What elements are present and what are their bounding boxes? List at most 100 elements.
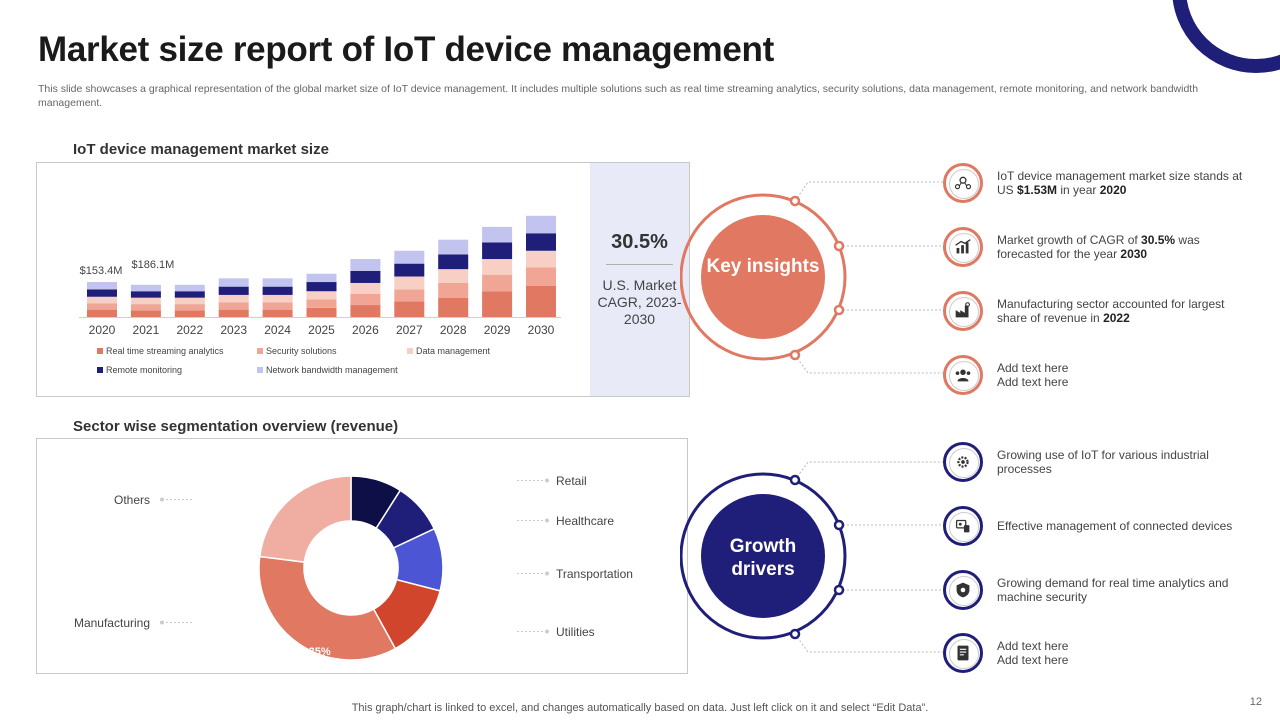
- bar-2022-series-1: [174, 304, 205, 311]
- bar-2022-series-2: [174, 297, 205, 305]
- x-tick-label: 2029: [484, 323, 511, 337]
- donut-category-label: Healthcare: [556, 514, 614, 528]
- growth-drivers-connectors: [794, 461, 944, 653]
- bar-2026-series-4: [350, 259, 381, 271]
- x-tick-label: 2021: [133, 323, 160, 337]
- bar-2024-series-4: [262, 278, 293, 287]
- legend-label: Remote monitoring: [106, 365, 182, 375]
- bar-2021-series-4: [130, 284, 161, 292]
- factory-icon: [955, 302, 970, 318]
- bar-2021-series-0: [130, 310, 161, 317]
- key-insight-text-1-part: in year: [1057, 183, 1100, 197]
- legend-label: Real time streaming analytics: [106, 346, 224, 356]
- bar-2029-series-4: [482, 226, 513, 243]
- bar-2026-series-1: [350, 294, 381, 306]
- page-description: This slide showcases a graphical represe…: [38, 83, 1199, 109]
- bar-2028-series-4: [438, 239, 469, 255]
- bar-2023-series-4: [218, 278, 249, 287]
- market-size-icon: [954, 176, 972, 190]
- x-tick-label: 2030: [528, 323, 555, 337]
- key-insight-badge-1: [943, 163, 983, 203]
- page-title: Market size report of IoT device managem…: [38, 30, 774, 69]
- bar-2030-series-2: [526, 250, 556, 268]
- key-insights-ring: [680, 193, 847, 361]
- data-label: $186.1M: [131, 259, 174, 271]
- bar-2024-series-2: [262, 294, 293, 303]
- cagr-divider: [606, 264, 673, 265]
- donut-category-label: Utilities: [556, 625, 595, 639]
- donut-chart: 35% Retail Healthcare Transportation Utiliti…: [74, 474, 633, 661]
- bar-2022-series-4: [174, 284, 205, 292]
- key-insight-text-2: Market growth of CAGR of 30.5% was forec…: [997, 233, 1257, 261]
- bar-2030-series-3: [526, 233, 556, 251]
- bar-chart: 2020 $153.4M 2021 $186.1M 2022 2023 2024 2025 20…: [79, 215, 561, 375]
- label-dot: [160, 620, 164, 625]
- label-dot: [160, 497, 164, 502]
- bar-2022-series-3: [174, 291, 205, 298]
- donut-category-label: Manufacturing: [74, 616, 150, 630]
- cagr-label: U.S. Market CAGR, 2023-2030: [597, 277, 682, 327]
- bar-2026-series-3: [350, 271, 381, 283]
- bar-2023-series-2: [218, 294, 249, 303]
- donut-data-label: 35%: [309, 646, 331, 658]
- team-icon: [955, 369, 971, 382]
- key-insight-text-1: IoT device management market size stands…: [997, 169, 1257, 197]
- growth-driver-text-3-part: Growing demand for real time analytics a…: [997, 576, 1229, 604]
- growth-driver-text-2-part: Effective management of connected device…: [997, 519, 1233, 533]
- donut-slice-others: [258, 475, 352, 563]
- key-insight-text-1-part: IoT device management market size stands…: [997, 169, 1243, 197]
- x-tick-label: 2028: [440, 323, 467, 337]
- legend-label: Security solutions: [266, 346, 337, 356]
- donut-category-label: Retail: [556, 474, 587, 488]
- growth-driver-badge-2: [943, 506, 983, 546]
- bar-2030-series-1: [526, 267, 556, 286]
- bar-2021-series-3: [130, 291, 161, 298]
- key-insight-text-4-part: Add text here Add text here: [997, 361, 1069, 389]
- bar-2025-series-0: [306, 307, 337, 317]
- bar-2025-series-2: [306, 291, 337, 300]
- bar-2020-series-0: [87, 309, 117, 317]
- key-insight-badge-2: [943, 227, 983, 267]
- growth-chart-icon: [955, 239, 971, 254]
- gear-icon: [957, 456, 969, 468]
- key-insight-text-3: Manufacturing sector accounted for large…: [997, 297, 1257, 325]
- bar-2026-series-0: [350, 305, 381, 317]
- growth-driver-text-2: Effective management of connected device…: [997, 519, 1257, 533]
- bar-2029-series-0: [482, 291, 513, 317]
- donut-category-label: Transportation: [556, 567, 633, 581]
- legend-swatch: [97, 348, 103, 354]
- key-insight-text-4: Add text here Add text here: [997, 361, 1257, 389]
- x-tick-label: 2025: [308, 323, 335, 337]
- bar-2030-series-4: [526, 215, 556, 234]
- growth-drivers-dots: [789, 474, 845, 640]
- growth-driver-badge-3: [943, 570, 983, 610]
- legend-label: Data management: [416, 346, 491, 356]
- document-icon: [957, 645, 969, 661]
- growth-driver-text-1-part: Growing use of IoT for various industria…: [997, 448, 1209, 476]
- bar-2027-series-0: [394, 301, 425, 317]
- key-insight-text-2-part: Market growth of CAGR of: [997, 233, 1142, 247]
- label-dot: [545, 571, 549, 576]
- devices-icon: [955, 519, 970, 533]
- donut-slice-manufacturing: [258, 555, 397, 661]
- bar-2025-series-4: [306, 273, 337, 283]
- key-insight-text-2-part: 30.5%: [1141, 233, 1176, 247]
- bar-2028-series-2: [438, 269, 469, 283]
- x-tick-label: 2024: [264, 323, 291, 337]
- growth-drivers-label: Growth drivers: [729, 536, 797, 580]
- cagr-value: 30.5%: [611, 231, 668, 253]
- growth-driver-text-3: Growing demand for real time analytics a…: [997, 576, 1257, 604]
- key-insight-text-2-part: was forecasted for the year: [997, 233, 1200, 261]
- bar-2030-series-0: [526, 285, 556, 317]
- label-dot: [545, 478, 549, 483]
- growth-driver-badge-1: [943, 442, 983, 482]
- x-tick-label: 2020: [89, 323, 116, 337]
- bar-2029-series-3: [482, 242, 513, 260]
- bar-2022-series-0: [174, 310, 205, 317]
- bar-2024-series-3: [262, 286, 293, 295]
- bar-2028-series-3: [438, 254, 469, 270]
- bar-2026-series-2: [350, 282, 381, 294]
- bar-2028-series-1: [438, 282, 469, 298]
- bar-chart-panel: 2020 $153.4M 2021 $186.1M 2022 2023 2024 2025 20…: [36, 162, 690, 397]
- bar-2025-series-3: [306, 282, 337, 292]
